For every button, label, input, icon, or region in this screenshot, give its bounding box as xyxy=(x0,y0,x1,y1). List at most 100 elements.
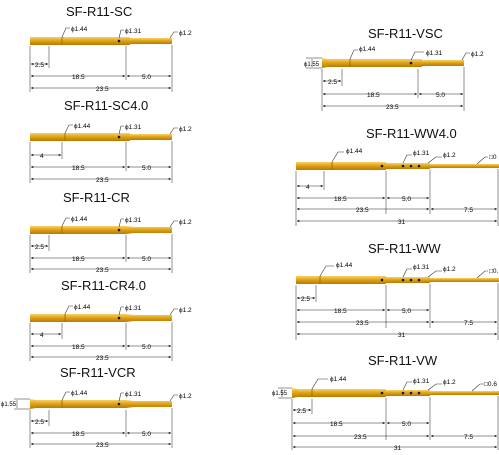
pin-cr-dim-a: 2.5 xyxy=(35,244,44,251)
pin-ww40-dim-d: 7.5 xyxy=(464,207,473,214)
pin-sc-phi-a: ϕ1.44 xyxy=(71,26,88,33)
pin-cr40-phi-b: ϕ1.31 xyxy=(125,305,142,312)
pin-cr40-drawing: ϕ1.44 ϕ1.31 ϕ1.2 4 18.5 5.0 23.5 xyxy=(29,304,192,362)
pin-ww-dim-d: 7.5 xyxy=(464,320,473,327)
pin-ww-dim-overall: 31 xyxy=(398,332,406,339)
pin-cr-dim-c: 5.0 xyxy=(142,256,151,263)
pin-cr-phi-c: ϕ1.2 xyxy=(179,219,192,226)
pin-cr: SF-R11-CR ϕ1.44 ϕ1.31 ϕ1.2 2.5 18.5 5.0 … xyxy=(0,187,220,275)
pin-vsc-phi-head: ϕ1.55 xyxy=(304,62,320,68)
pin-vsc-dim-b: 18.5 xyxy=(367,92,380,99)
pin-ww40-drawing: ϕ1.44 ϕ1.31 ϕ1.2 □0 4 18.5 5.0 23.5 7.5 … xyxy=(295,148,499,226)
pin-vcr-title: SF-R11-VCR xyxy=(60,365,136,380)
pin-cr-title: SF-R11-CR xyxy=(63,190,130,205)
pin-ww: SF-R11-WW ϕ1.44 ϕ1.31 ϕ1.2 □0. 2.5 18.5 xyxy=(272,236,499,346)
pin-sc40-dim-total: 23.5 xyxy=(96,177,109,184)
pin-sc-dim-b: 18.5 xyxy=(72,74,85,81)
pin-vw-phi-a: ϕ1.44 xyxy=(330,376,347,383)
pin-vw-drawing: ϕ1.44 ϕ1.31 ϕ1.2 □0.6 ϕ1.55 2.5 18.5 5.0… xyxy=(272,376,499,452)
pin-sc40-dim-c: 5.0 xyxy=(142,165,151,172)
pin-ww-phi-c: ϕ1.2 xyxy=(443,266,456,273)
pin-vcr-phi-head: ϕ1.55 xyxy=(1,402,17,408)
pin-sc-title: SF-R11-SC xyxy=(66,4,133,19)
pin-sc40-dim-b: 18.5 xyxy=(72,165,85,172)
pin-sc-dim-total: 23.5 xyxy=(96,86,109,93)
pin-sc-drawing: ϕ1.44 ϕ1.31 ϕ1.2 2.5 18.5 5.0 23.5 xyxy=(29,26,192,93)
pin-vsc-phi-b: ϕ1.31 xyxy=(426,50,443,57)
pin-vsc: SF-R11-VSC ϕ1.44 ϕ1.31 ϕ1.2 ϕ1.55 2.5 18… xyxy=(272,18,499,113)
pin-cr40: SF-R11-CR4.0 ϕ1.44 ϕ1.31 ϕ1.2 4 18.5 5.0… xyxy=(0,275,220,363)
pin-cr40-phi-c: ϕ1.2 xyxy=(179,307,192,314)
pin-ww-dim-a: 2.5 xyxy=(301,296,310,303)
pin-ww-drawing: ϕ1.44 ϕ1.31 ϕ1.2 □0. 2.5 18.5 5.0 23.5 7… xyxy=(295,262,499,340)
pin-vw-phi-b: ϕ1.31 xyxy=(413,378,430,385)
pin-sc: SF-R11-SC ϕ1.44 ϕ1.31 ϕ1.2 2.5 18.5 5.0 … xyxy=(0,0,220,95)
pin-cr-dim-total: 23.5 xyxy=(96,267,109,274)
pin-sc40-drawing: ϕ1.44 ϕ1.31 ϕ1.2 4 18.5 5.0 23.5 xyxy=(29,123,192,184)
pin-ww40-phi-c: ϕ1.2 xyxy=(443,152,456,159)
pin-vw-dim-total: 23.5 xyxy=(354,434,367,441)
pin-vw-phi-c: ϕ1.2 xyxy=(443,379,456,386)
pin-cr-phi-a: ϕ1.44 xyxy=(71,216,88,223)
pin-vw-title: SF-R11-VW xyxy=(368,353,438,368)
pin-vsc-dim-a: 2.5 xyxy=(328,79,337,86)
pin-ww40-dim-a: 4 xyxy=(306,184,310,191)
pin-vw-dim-overall: 31 xyxy=(394,445,402,450)
pin-ww40-dim-b: 18.5 xyxy=(334,196,347,203)
pin-vw: SF-R11-VW ϕ1.44 ϕ1.31 ϕ1.2 □0.6 xyxy=(272,350,499,452)
pin-vw-dim-a: 2.5 xyxy=(297,408,306,415)
pin-vw-phi-d: □0.6 xyxy=(484,381,497,388)
pin-vsc-title: SF-R11-VSC xyxy=(368,26,443,41)
pin-vcr-dim-c: 5.0 xyxy=(142,431,151,438)
pin-ww-phi-a: ϕ1.44 xyxy=(336,262,353,269)
pin-vw-dim-d: 7.5 xyxy=(464,434,473,441)
pin-cr40-phi-a: ϕ1.44 xyxy=(74,304,91,311)
pin-cr40-dim-total: 23.5 xyxy=(96,355,109,362)
pin-vsc-phi-c: ϕ1.2 xyxy=(471,51,484,58)
pin-ww-dim-total: 23.5 xyxy=(356,320,369,327)
pin-vsc-dim-c: 5.0 xyxy=(436,92,445,99)
pin-vcr-drawing: ϕ1.44 ϕ1.31 ϕ1.2 ϕ1.55 2.5 18.5 5.0 23.5 xyxy=(1,390,192,449)
pin-vsc-phi-a: ϕ1.44 xyxy=(359,46,376,53)
pin-cr40-dim-c: 5.0 xyxy=(142,344,151,351)
pin-sc40-title: SF-R11-SC4.0 xyxy=(64,98,149,113)
pin-sc-phi-b: ϕ1.31 xyxy=(125,28,142,35)
pin-vsc-drawing: ϕ1.44 ϕ1.31 ϕ1.2 ϕ1.55 2.5 18.5 5.0 23.5 xyxy=(304,46,484,111)
pin-ww-dim-b: 18.5 xyxy=(334,308,347,315)
pin-cr-drawing: ϕ1.44 ϕ1.31 ϕ1.2 2.5 18.5 5.0 23.5 xyxy=(29,216,192,274)
pin-vw-dim-b: 18.5 xyxy=(330,421,343,428)
pin-cr40-title: SF-R11-CR4.0 xyxy=(61,278,147,293)
pin-ww40-title: SF-R11-WW4.0 xyxy=(366,126,457,141)
pin-sc40-phi-c: ϕ1.2 xyxy=(179,126,192,133)
pin-ww40-dim-overall: 31 xyxy=(398,219,406,226)
pin-ww40-phi-b: ϕ1.31 xyxy=(413,150,430,157)
pin-sc-phi-c: ϕ1.2 xyxy=(179,30,192,37)
pin-ww40-phi-d: □0 xyxy=(489,154,497,161)
pin-vcr-dim-b: 18.5 xyxy=(72,431,85,438)
pin-ww-title: SF-R11-WW xyxy=(368,241,441,256)
pin-vcr-phi-b: ϕ1.31 xyxy=(125,391,142,398)
pin-ww-dim-c: 5.0 xyxy=(402,308,411,315)
pin-vcr-phi-a: ϕ1.44 xyxy=(71,390,88,397)
pin-cr40-dim-b: 18.5 xyxy=(72,344,85,351)
pin-ww-phi-d: □0. xyxy=(489,268,499,275)
pin-sc40: SF-R11-SC4.0 ϕ1.44 ϕ1.31 ϕ1.2 4 18.5 5.0… xyxy=(0,95,220,185)
pin-ww40-dim-total: 23.5 xyxy=(356,207,369,214)
pin-cr40-dim-a: 4 xyxy=(40,332,44,339)
pin-sc40-dim-a: 4 xyxy=(40,153,44,160)
pin-cr-dim-b: 18.5 xyxy=(72,256,85,263)
pin-vsc-dim-total: 23.5 xyxy=(386,104,399,111)
pin-ww40-phi-a: ϕ1.44 xyxy=(346,148,363,155)
pin-vcr-phi-c: ϕ1.2 xyxy=(179,393,192,400)
pin-vw-dim-c: 5.0 xyxy=(402,421,411,428)
pin-sc-dim-a: 2.5 xyxy=(35,62,44,69)
pin-vcr-dim-a: 2.5 xyxy=(35,419,44,426)
pin-ww40: SF-R11-WW4.0 ϕ1.44 ϕ1.31 ϕ1.2 □0 4 18.5 xyxy=(272,120,499,230)
pin-vcr: SF-R11-VCR ϕ1.44 ϕ1.31 ϕ1.2 ϕ1.55 2.5 18… xyxy=(0,362,220,450)
pin-vcr-dim-total: 23.5 xyxy=(96,442,109,449)
pin-sc-dim-c: 5.0 xyxy=(142,74,151,81)
pin-sc40-phi-b: ϕ1.31 xyxy=(125,124,142,131)
pin-vw-phi-head: ϕ1.55 xyxy=(272,391,288,397)
pin-cr-phi-b: ϕ1.31 xyxy=(125,217,142,224)
pin-ww-phi-b: ϕ1.31 xyxy=(413,264,430,271)
